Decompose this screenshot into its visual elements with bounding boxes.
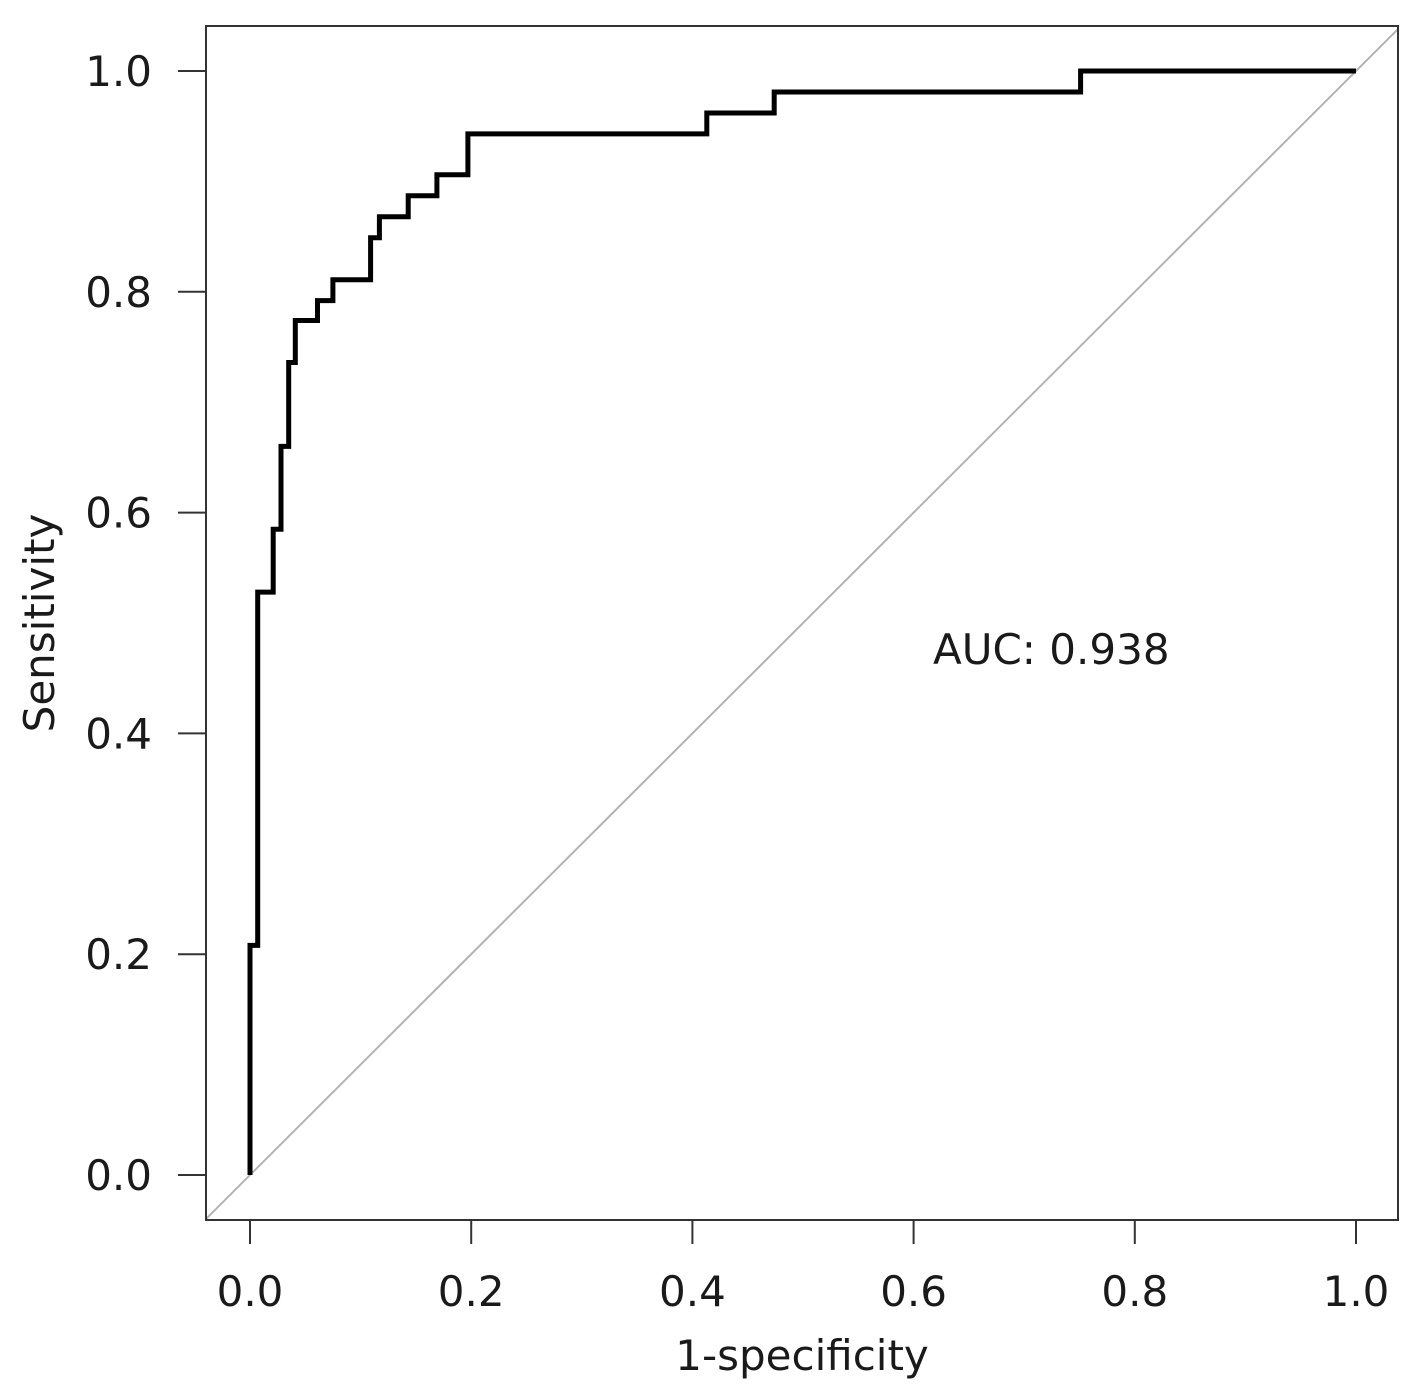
x-tick-label: 1.0 bbox=[1323, 1267, 1390, 1316]
y-tick-label: 0.0 bbox=[85, 1151, 152, 1200]
y-tick-label: 0.8 bbox=[85, 268, 152, 317]
y-tick-label: 0.6 bbox=[85, 489, 152, 538]
x-tick-label: 0.8 bbox=[1101, 1267, 1168, 1316]
x-tick-label: 0.0 bbox=[217, 1267, 284, 1316]
axes: 0.0 0.2 0.4 0.6 0.8 1.0 0.0 0.2 0.4 0.6 0.8 1.0 bbox=[85, 25, 1399, 1316]
y-tick-label: 0.2 bbox=[85, 930, 152, 979]
y-axis-title: Sensitivity bbox=[15, 514, 64, 733]
x-axis-title: 1-specificity bbox=[675, 1331, 929, 1380]
y-tick-label: 1.0 bbox=[85, 47, 152, 96]
roc-curve-line bbox=[247, 68, 1356, 1175]
auc-annotation: AUC: 0.938 bbox=[933, 625, 1170, 674]
plot-area bbox=[205, 28, 1399, 1220]
reference-diagonal-line bbox=[205, 28, 1399, 1220]
y-tick-label: 0.4 bbox=[85, 709, 152, 758]
x-tick-label: 0.2 bbox=[438, 1267, 505, 1316]
x-tick-label: 0.6 bbox=[880, 1267, 947, 1316]
x-tick-label: 0.4 bbox=[659, 1267, 726, 1316]
